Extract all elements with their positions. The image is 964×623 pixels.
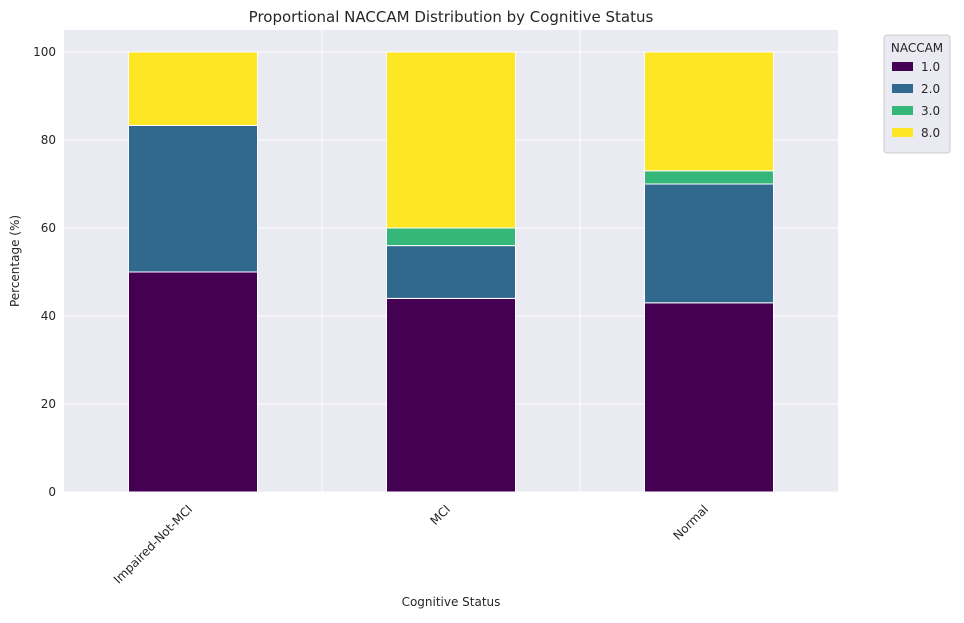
legend-label: 2.0 xyxy=(921,82,940,96)
y-axis-label: Percentage (%) xyxy=(8,215,22,307)
y-tick-label: 20 xyxy=(41,397,56,411)
bar-segment-1-0 xyxy=(644,302,774,493)
y-tick-label: 100 xyxy=(33,45,56,59)
bar-segment-2-0 xyxy=(128,124,258,273)
legend-swatch xyxy=(892,62,913,71)
legend: NACCAM 1.0 2.0 3.0 8.0 xyxy=(883,34,951,154)
x-tick-label: Normal xyxy=(671,502,712,543)
legend-swatch xyxy=(892,106,913,115)
y-tick-label: 80 xyxy=(41,133,56,147)
legend-label: 3.0 xyxy=(921,104,940,118)
legend-swatch xyxy=(892,84,913,93)
bar-segment-1-0 xyxy=(386,297,516,493)
bar-segment-3-0 xyxy=(644,170,774,185)
x-tick-label: MCI xyxy=(427,502,453,528)
bar-segment-3-0 xyxy=(386,227,516,247)
x-tick-label: Impaired-Not-MCI xyxy=(111,502,195,586)
y-tick-label: 0 xyxy=(48,485,56,499)
legend-label: 1.0 xyxy=(921,60,940,74)
bar-segment-8-0 xyxy=(128,51,258,126)
y-tick-label: 60 xyxy=(41,221,56,235)
chart-title: Proportional NACCAM Distribution by Cogn… xyxy=(249,8,654,26)
bar-segment-8-0 xyxy=(386,51,516,229)
legend-title: NACCAM xyxy=(891,41,943,55)
bar-segment-2-0 xyxy=(386,245,516,299)
legend-label: 8.0 xyxy=(921,126,940,140)
legend-swatch xyxy=(892,128,913,137)
x-axis-label: Cognitive Status xyxy=(402,595,501,609)
bar-segment-1-0 xyxy=(128,271,258,493)
y-tick-label: 40 xyxy=(41,309,56,323)
bar-segment-2-0 xyxy=(644,183,774,304)
bar-segment-8-0 xyxy=(644,51,774,172)
